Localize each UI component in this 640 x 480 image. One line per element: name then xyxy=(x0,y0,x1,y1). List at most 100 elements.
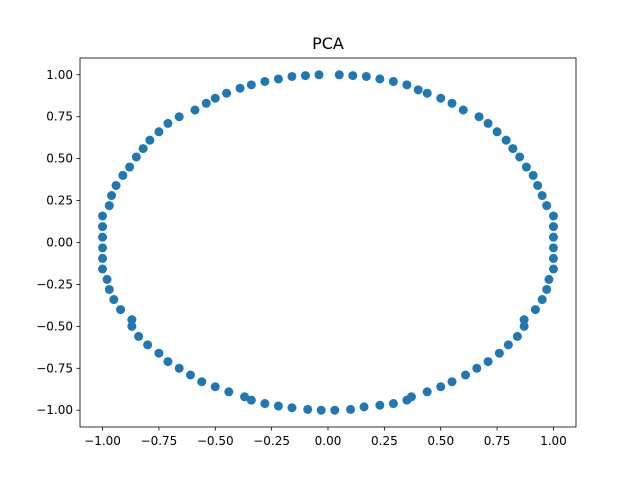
data-point xyxy=(548,253,558,263)
data-point xyxy=(548,243,558,253)
data-point xyxy=(174,112,184,122)
data-point xyxy=(436,382,446,392)
data-point xyxy=(533,180,543,190)
data-point xyxy=(98,264,108,274)
data-point xyxy=(222,88,232,98)
data-point xyxy=(190,105,200,115)
data-point xyxy=(508,144,518,154)
x-tick-label: 0.00 xyxy=(315,434,342,448)
data-point xyxy=(361,71,371,81)
data-point xyxy=(287,403,297,413)
x-tick-label: −0.50 xyxy=(197,434,234,448)
data-point xyxy=(102,274,112,284)
data-point xyxy=(316,405,326,415)
data-point xyxy=(303,404,313,414)
data-point xyxy=(458,105,468,115)
data-point xyxy=(300,71,310,81)
x-tick-label: 0.75 xyxy=(484,434,511,448)
data-point xyxy=(246,395,256,405)
data-point xyxy=(461,370,471,380)
data-point xyxy=(483,357,493,367)
data-point xyxy=(109,295,119,305)
data-point xyxy=(348,71,358,81)
chart-title: PCA xyxy=(312,34,344,53)
data-point xyxy=(422,88,432,98)
data-point xyxy=(98,211,108,221)
data-point xyxy=(548,211,558,221)
data-point xyxy=(548,264,558,274)
data-point xyxy=(492,127,502,137)
data-point xyxy=(537,191,547,201)
x-tick-label: 1.00 xyxy=(540,434,567,448)
data-point xyxy=(388,399,398,409)
data-point xyxy=(334,70,344,80)
data-point xyxy=(154,348,164,358)
data-point xyxy=(116,305,126,315)
data-point xyxy=(519,321,529,331)
data-point xyxy=(246,80,256,90)
data-point xyxy=(447,377,457,387)
data-point xyxy=(474,112,484,122)
data-point xyxy=(138,144,148,154)
data-point xyxy=(145,135,155,145)
data-point xyxy=(346,404,356,414)
x-tick-label: 0.50 xyxy=(427,434,454,448)
data-point xyxy=(413,85,423,95)
y-tick-label: 0.25 xyxy=(46,194,73,208)
data-point xyxy=(98,222,108,232)
data-point xyxy=(210,382,220,392)
data-point xyxy=(542,201,552,211)
data-point xyxy=(154,127,164,137)
data-point xyxy=(521,162,531,172)
y-tick-label: 0.75 xyxy=(46,110,73,124)
data-point xyxy=(98,232,108,242)
data-point xyxy=(240,392,250,402)
x-tick-label: −1.00 xyxy=(84,434,121,448)
data-point xyxy=(174,363,184,373)
data-point xyxy=(111,180,121,190)
data-point xyxy=(163,118,173,128)
data-point xyxy=(118,170,128,180)
data-point xyxy=(388,76,398,86)
data-point xyxy=(127,315,137,325)
data-point xyxy=(501,135,511,145)
data-point xyxy=(235,83,245,93)
data-point xyxy=(402,80,412,90)
y-tick-label: −0.25 xyxy=(36,277,73,291)
data-point xyxy=(447,98,457,108)
points-layer xyxy=(98,70,558,415)
data-point xyxy=(422,387,432,397)
data-point xyxy=(201,98,211,108)
data-point xyxy=(197,377,207,387)
data-point xyxy=(537,295,547,305)
data-point xyxy=(359,402,369,412)
data-point xyxy=(515,152,525,162)
data-point xyxy=(127,321,137,331)
x-tick-label: −0.25 xyxy=(253,434,290,448)
ticks-layer: −1.00 −0.75 −0.50 −0.25 0.00 0.25 0.50 0.75 1.00… xyxy=(36,68,567,448)
data-point xyxy=(375,74,385,84)
y-tick-label: 0.50 xyxy=(46,152,73,166)
data-point xyxy=(185,370,195,380)
data-point xyxy=(143,340,153,350)
y-tick-label: 1.00 xyxy=(46,68,73,82)
y-tick-label: −1.00 xyxy=(36,403,73,417)
data-point xyxy=(512,331,522,341)
data-point xyxy=(402,395,412,405)
data-point xyxy=(260,76,270,86)
data-point xyxy=(548,222,558,232)
y-tick-label: −0.75 xyxy=(36,361,73,375)
x-tick-label: −0.75 xyxy=(141,434,178,448)
data-point xyxy=(528,170,538,180)
data-point xyxy=(330,405,340,415)
data-point xyxy=(98,253,108,263)
data-point xyxy=(472,363,482,373)
data-point xyxy=(436,93,446,103)
plot-area-frame xyxy=(79,57,577,428)
data-point xyxy=(542,284,552,294)
data-point xyxy=(125,162,135,172)
data-point xyxy=(530,305,540,315)
data-point xyxy=(98,243,108,253)
